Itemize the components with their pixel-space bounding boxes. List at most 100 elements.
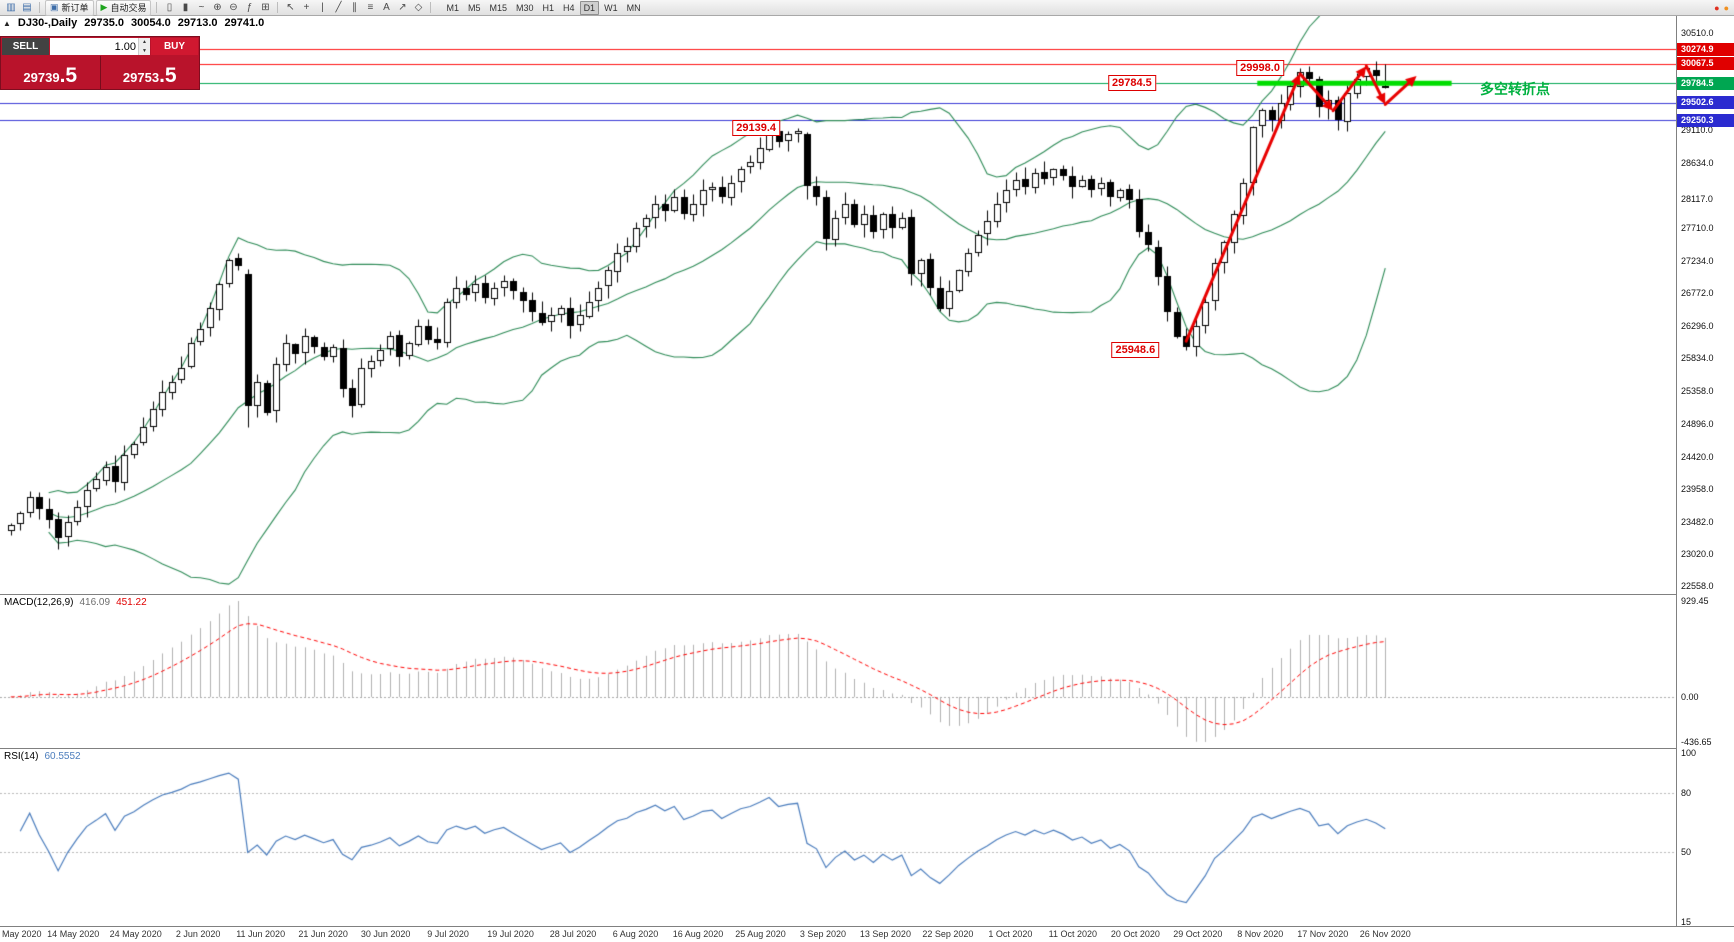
volume-input[interactable] <box>50 38 138 55</box>
macd-canvas[interactable] <box>0 595 1676 748</box>
price-badge: 29250.3 <box>1677 114 1734 127</box>
zoom-out-icon[interactable]: ⊖ <box>229 2 238 13</box>
rsi-name: RSI(14) <box>4 751 39 762</box>
toolbar-separator <box>156 2 158 13</box>
new-order-button-icon: ▣ <box>50 2 59 12</box>
channel-icon[interactable]: ∥ <box>351 2 357 13</box>
price-tick-label: 23958.0 <box>1681 483 1714 494</box>
text-icon[interactable]: A <box>383 2 390 13</box>
rsi-scale-label: 80 <box>1681 787 1692 798</box>
price-label-annotation[interactable]: 29139.4 <box>732 120 781 137</box>
date-label: May 2020 <box>2 929 42 939</box>
timeframe-m1[interactable]: M1 <box>446 2 459 13</box>
trendline-icon[interactable]: ╱ <box>335 2 342 13</box>
new-chart-icon[interactable]: ▥ <box>6 2 16 13</box>
price-chart-canvas[interactable] <box>0 16 1676 594</box>
auto-trading-button-label: 自动交易 <box>110 3 147 13</box>
high-value: 30054.0 <box>131 17 171 29</box>
price-chart-panel: ▲ DJ30-,Daily 29735.0 30054.0 29713.0 29… <box>0 16 1676 594</box>
price-tick-label: 28117.0 <box>1681 194 1713 205</box>
zoom-in-icon[interactable]: ⊕ <box>213 2 222 13</box>
price-tick-label: 29110.0 <box>1681 125 1713 136</box>
chart-workspace: ▲ DJ30-,Daily 29735.0 30054.0 29713.0 29… <box>0 16 1734 942</box>
price-tick-label: 23482.0 <box>1681 517 1714 528</box>
alert-red-icon[interactable]: ● <box>1714 2 1720 13</box>
date-label: 6 Aug 2020 <box>612 929 659 939</box>
price-tick-label: 27234.0 <box>1681 255 1714 266</box>
crosshair-icon[interactable]: + <box>303 2 310 13</box>
price-tick-label: 30510.0 <box>1681 27 1714 38</box>
one-click-collapse-icon[interactable]: ▲ <box>3 18 11 28</box>
line-chart-icon[interactable]: ~ <box>198 2 205 13</box>
date-label: 1 Oct 2020 <box>988 929 1033 939</box>
fibonacci-icon[interactable]: ≡ <box>367 2 374 13</box>
new-order-button[interactable]: ▣ 新订单 <box>45 0 94 16</box>
auto-trading-button[interactable]: ▶ 自动交易 <box>95 0 152 16</box>
buy-price-display[interactable]: 29753.5 <box>99 56 200 89</box>
timeframe-m5[interactable]: M5 <box>467 2 481 13</box>
timeframe-group: M1 M5 M15 M30 H1 H4 D1 W1 MN <box>442 0 644 15</box>
indicators-icon[interactable]: ƒ <box>246 2 253 13</box>
candlestick-chart-icon[interactable]: ▮ <box>182 2 189 13</box>
trend-annotation-text[interactable]: 多空转折点 <box>1480 81 1550 98</box>
date-label: 21 Jun 2020 <box>298 929 348 939</box>
bar-chart-icon[interactable]: ▯ <box>166 2 173 13</box>
timeframe-d1[interactable]: D1 <box>579 0 600 15</box>
timeframe-h1[interactable]: H1 <box>542 2 555 13</box>
vertical-line-icon[interactable]: | <box>321 2 324 13</box>
macd-scale-label: -436.65 <box>1681 737 1712 747</box>
volume-increase-button[interactable]: ▲ <box>139 38 150 47</box>
timeframe-m30[interactable]: M30 <box>516 2 534 13</box>
price-badge: 30274.9 <box>1677 43 1734 56</box>
date-label: 20 Oct 2020 <box>1110 929 1160 939</box>
date-label: 22 Sep 2020 <box>922 929 974 939</box>
date-label: 3 Sep 2020 <box>799 929 846 939</box>
low-value: 29713.0 <box>177 17 218 29</box>
shapes-icon[interactable]: ◇ <box>414 2 423 13</box>
one-click-trading-panel: SELL ▲ ▼ BUY 29739.5 29753 <box>0 36 200 90</box>
new-order-button-label: 新订单 <box>61 3 89 13</box>
price-scale[interactable]: 30510.0 29110.0 28634.0 28117.0 27710.0 27234… <box>1676 16 1734 927</box>
date-label: 17 Nov 2020 <box>1297 929 1349 939</box>
date-label: 25 Aug 2020 <box>735 929 786 939</box>
arrow-tool-icon[interactable]: ↗ <box>398 2 407 13</box>
price-label-annotation[interactable]: 25948.6 <box>1111 342 1160 359</box>
profiles-icon[interactable]: ▤ <box>22 2 32 13</box>
buy-price-pips: .5 <box>159 64 177 87</box>
macd-scale-label: 929.45 <box>1681 596 1709 606</box>
grid-icon[interactable]: ⊞ <box>261 2 270 13</box>
symbol-period-label: DJ30-,Daily <box>17 17 78 29</box>
date-label: 11 Jun 2020 <box>236 929 286 939</box>
macd-indicator-label: MACD(12,26,9) 416.09 451.22 <box>4 597 147 608</box>
open-value: 29735.0 <box>84 17 124 29</box>
rsi-canvas[interactable] <box>0 749 1676 926</box>
rsi-scale-label: 15 <box>1681 917 1692 927</box>
date-label: 28 Jul 2020 <box>549 929 597 939</box>
price-tick-label: 27710.0 <box>1681 222 1714 233</box>
price-tick-label: 23020.0 <box>1681 549 1714 560</box>
volume-decrease-button[interactable]: ▼ <box>139 46 150 55</box>
price-label-annotation[interactable]: 29784.5 <box>1107 75 1156 92</box>
buy-price-main: 29753 <box>122 70 160 85</box>
cursor-icon[interactable]: ↖ <box>286 2 295 13</box>
timeframe-m15[interactable]: M15 <box>489 2 508 13</box>
price-label-annotation[interactable]: 29998.0 <box>1236 60 1284 77</box>
date-axis[interactable]: May 2020 14 May 2020 24 May 2020 2 Jun 2020… <box>0 926 1734 942</box>
buy-button[interactable]: BUY <box>151 38 198 55</box>
chart-ohlc-header: ▲ DJ30-,Daily 29735.0 30054.0 29713.0 29… <box>3 17 264 29</box>
timeframe-h4[interactable]: H4 <box>563 2 575 13</box>
macd-name: MACD(12,26,9) <box>4 597 74 608</box>
timeframe-mn[interactable]: MN <box>626 2 641 13</box>
sell-price-display[interactable]: 29739.5 <box>1 56 100 89</box>
timeframe-w1[interactable]: W1 <box>604 2 618 13</box>
close-value: 29741.0 <box>224 17 265 29</box>
price-tick-label: 28634.0 <box>1681 158 1714 169</box>
date-label: 14 May 2020 <box>47 929 100 939</box>
toolbar: ▥ ▤ ▣ 新订单 ▶ 自动交易 ▯ ▮ ~ ⊕ ⊖ ƒ ⊞ ↖ + | ╱ ∥ ≡ A ↗ ◇ M1 M5 M15 M30 H1 H… <box>0 0 1734 16</box>
volume-box: ▲ ▼ <box>50 38 150 55</box>
alert-orange-icon[interactable]: ● <box>1723 2 1729 13</box>
rsi-indicator-panel: RSI(14) 60.5552 <box>0 748 1676 926</box>
sell-button[interactable]: SELL <box>2 38 49 55</box>
date-label: 9 Jul 2020 <box>427 929 469 939</box>
